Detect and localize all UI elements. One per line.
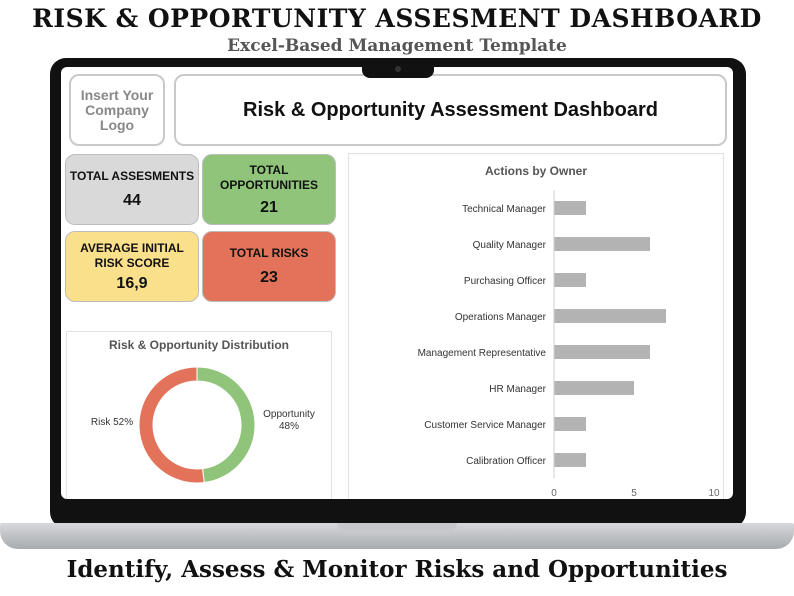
actions-chart-panel: Actions by Owner Technical Manager Qualit… bbox=[348, 153, 724, 499]
promo-tagline: Identify, Assess & Monitor Risks and Opp… bbox=[66, 556, 728, 583]
actions-bar-chart: Technical Manager Quality Manager Purchasi… bbox=[418, 190, 720, 499]
kpi-total-assessments-value: 44 bbox=[123, 192, 141, 209]
bar-management-representative bbox=[554, 345, 650, 359]
kpi-total-assessments-label: TOTAL ASSESMENTS bbox=[69, 169, 195, 183]
kpi-total-opportunities-value: 21 bbox=[260, 198, 278, 216]
promo-title: RISK & OPPORTUNITY ASSESMENT DASHBOARD bbox=[32, 4, 762, 33]
bar-quality-manager bbox=[554, 237, 650, 251]
bar-calibration-officer bbox=[554, 453, 586, 467]
bar-category-label: Calibration Officer bbox=[466, 456, 547, 467]
x-tick-label: 10 bbox=[708, 488, 720, 499]
donut-slice-opportunity bbox=[196, 366, 256, 484]
kpi-total-assessments: TOTAL ASSESMENTS 44 bbox=[65, 154, 199, 225]
dashboard-header-title: Risk & Opportunity Assessment Dashboard bbox=[174, 74, 727, 146]
bar-category-label: Purchasing Officer bbox=[464, 276, 547, 287]
kpi-total-opportunities-label: TOTAL OPPORTUNITIES bbox=[219, 162, 318, 192]
donut-label-opportunity: Opportunity 48% bbox=[263, 409, 315, 432]
kpi-total-risks-value: 23 bbox=[260, 269, 278, 286]
bar-category-label: Technical Manager bbox=[462, 204, 547, 215]
distribution-chart-title: Risk & Opportunity Distribution bbox=[109, 338, 289, 352]
distribution-chart-panel: Risk & Opportunity Distribution Opportun… bbox=[66, 331, 332, 499]
kpi-total-risks: TOTAL RISKS 23 bbox=[202, 231, 336, 302]
dashboard-screen: Insert Your Company Logo Risk & Opportun… bbox=[61, 67, 733, 499]
camera-icon bbox=[395, 66, 401, 72]
bar-category-label: Quality Manager bbox=[473, 240, 547, 251]
kpi-average-risk-score-label: AVERAGE INITIAL RISK SCORE bbox=[80, 240, 184, 270]
bar-category-label: HR Manager bbox=[489, 384, 546, 395]
donut-slice-risk bbox=[138, 366, 205, 484]
bar-operations-manager bbox=[554, 309, 666, 323]
bar-category-label: Customer Service Manager bbox=[424, 420, 546, 431]
actions-chart-title: Actions by Owner bbox=[484, 164, 588, 178]
laptop-base-groove bbox=[337, 523, 457, 533]
bar-category-label: Operations Manager bbox=[455, 312, 547, 323]
kpi-average-risk-score-value: 16,9 bbox=[116, 274, 148, 292]
bar-customer-service-manager bbox=[554, 417, 586, 431]
kpi-average-risk-score: AVERAGE INITIAL RISK SCORE 16,9 bbox=[65, 231, 199, 302]
donut-label-risk: Risk 52% bbox=[91, 417, 133, 428]
bar-category-label: Management Representative bbox=[418, 348, 547, 359]
bar-hr-manager bbox=[554, 381, 634, 395]
x-tick-label: 5 bbox=[631, 488, 637, 499]
bar-technical-manager bbox=[554, 201, 586, 215]
distribution-donut-chart: Opportunity 48% Risk 52% bbox=[91, 366, 315, 484]
kpi-total-opportunities: TOTAL OPPORTUNITIES 21 bbox=[202, 154, 336, 225]
x-tick-label: 0 bbox=[551, 488, 557, 499]
bar-purchasing-officer bbox=[554, 273, 586, 287]
promo-subtitle: Excel-Based Management Template bbox=[227, 36, 567, 56]
company-logo-placeholder[interactable]: Insert Your Company Logo bbox=[69, 74, 165, 146]
kpi-total-risks-label: TOTAL RISKS bbox=[229, 246, 309, 260]
